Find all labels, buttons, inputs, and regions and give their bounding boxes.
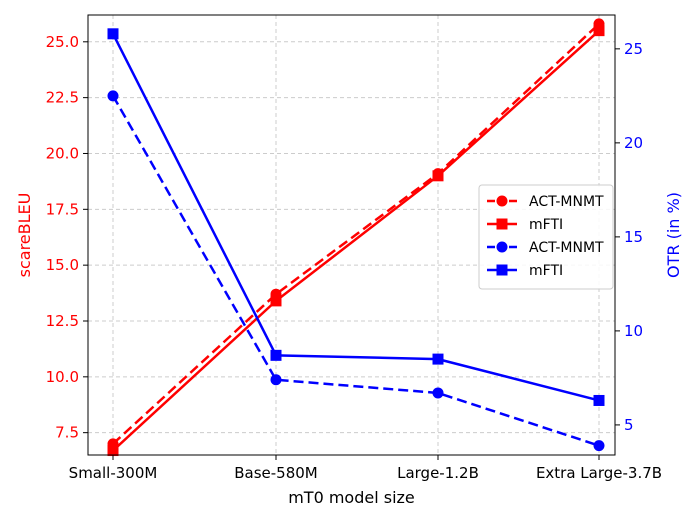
right-axis-title: OTR (in %): [664, 192, 683, 278]
data-point: [432, 353, 444, 365]
series-line: [111, 95, 600, 447]
series-line: [111, 33, 600, 402]
x-tick-label: Large-1.2B: [397, 464, 479, 482]
left-tick-label: 10.0: [46, 368, 79, 386]
right-tick-label: 5: [624, 416, 634, 434]
x-axis-title: mT0 model size: [288, 488, 415, 507]
right-tick-label: 25: [624, 40, 643, 58]
legend: ACT-MNMT mFTI ACT-MNMT mFTI: [478, 184, 614, 290]
data-point: [107, 28, 119, 40]
right-tick-label: 10: [624, 322, 643, 340]
left-tick-label: 22.5: [46, 89, 79, 107]
left-tick-label: 20.0: [46, 144, 79, 162]
series-left-1: [107, 25, 605, 457]
series-line: [112, 29, 600, 452]
series-right-2: [107, 90, 605, 452]
data-point: [107, 445, 119, 457]
left-tick-label: 25.0: [46, 33, 79, 51]
series-line: [112, 23, 600, 445]
series-layer: [107, 18, 605, 457]
plot-frame: [87, 14, 616, 456]
data-point: [107, 90, 119, 102]
data-point: [432, 387, 444, 399]
x-tick-label: Base-580M: [234, 464, 318, 482]
data-point: [270, 295, 282, 307]
data-point: [593, 25, 605, 37]
legend-label: mFTI: [529, 263, 563, 279]
legend-label: ACT-MNMT: [529, 240, 604, 256]
legend-label: ACT-MNMT: [529, 194, 604, 210]
data-point: [432, 170, 444, 182]
x-tick-label: Extra Large-3.7B: [536, 464, 662, 482]
legend-label: mFTI: [529, 217, 563, 233]
axes: Small-300M Base-580M Large-1.2B Extra Large…: [46, 33, 662, 482]
left-tick-label: 7.5: [55, 424, 79, 442]
grid: [88, 15, 615, 455]
left-tick-label: 15.0: [46, 256, 79, 274]
data-point: [270, 349, 282, 361]
legend-marker: [496, 195, 508, 207]
legend-marker: [496, 241, 508, 253]
legend-marker: [496, 218, 508, 230]
right-tick-label: 15: [624, 228, 643, 246]
left-tick-label: 17.5: [46, 200, 79, 218]
left-axis-title: scareBLEU: [15, 193, 34, 278]
legend-marker: [496, 264, 508, 276]
x-tick-label: Small-300M: [69, 464, 158, 482]
data-point: [593, 394, 605, 406]
series-right-3: [107, 28, 605, 406]
legend-box: [478, 184, 614, 290]
data-point: [593, 440, 605, 452]
right-tick-label: 20: [624, 134, 643, 152]
data-point: [270, 374, 282, 386]
left-tick-label: 12.5: [46, 312, 79, 330]
